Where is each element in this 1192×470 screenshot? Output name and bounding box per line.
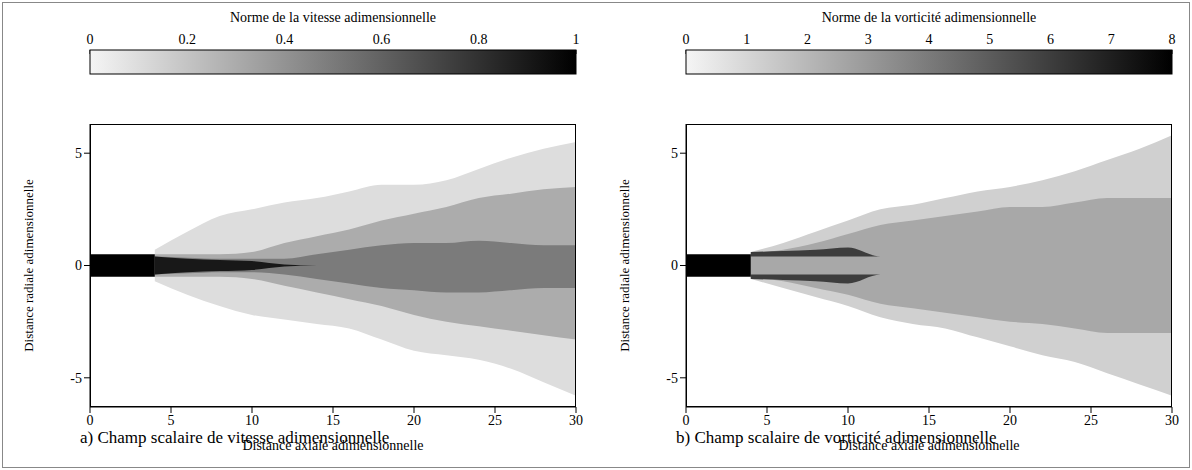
svg-text:5: 5 [168, 413, 175, 428]
svg-text:0: 0 [683, 32, 690, 47]
svg-text:15: 15 [326, 413, 340, 428]
svg-text:-5: -5 [70, 371, 82, 386]
svg-text:0.6: 0.6 [373, 32, 391, 47]
svg-text:5: 5 [75, 146, 82, 161]
svg-text:5: 5 [671, 146, 678, 161]
svg-text:30: 30 [569, 413, 583, 428]
svg-text:0.8: 0.8 [470, 32, 488, 47]
svg-text:25: 25 [488, 413, 502, 428]
svg-text:8: 8 [1169, 32, 1176, 47]
svg-text:0.2: 0.2 [178, 32, 196, 47]
svg-text:2: 2 [804, 32, 811, 47]
svg-text:Distance radiale adimensionnel: Distance radiale adimensionnelle [617, 179, 632, 352]
svg-text:0: 0 [683, 413, 690, 428]
html-text:b) Champ scalaire de vorticité: b) Champ scalaire de vorticité adimensio… [676, 428, 997, 447]
svg-text:-5: -5 [666, 371, 678, 386]
html-text:a) Champ scalaire de vitesse a: a) Champ scalaire de vitesse adimensionn… [80, 428, 390, 447]
svg-text:20: 20 [407, 413, 421, 428]
svg-text:1: 1 [573, 32, 580, 47]
svg-text:0: 0 [87, 413, 94, 428]
svg-text:5: 5 [764, 413, 771, 428]
svg-text:25: 25 [1084, 413, 1098, 428]
svg-text:6: 6 [1047, 32, 1054, 47]
svg-text:0: 0 [671, 258, 678, 273]
svg-text:10: 10 [841, 413, 855, 428]
svg-text:Norme de la vorticité adimensi: Norme de la vorticité adimensionnelle [822, 10, 1037, 25]
svg-text:Distance radiale adimensionnel: Distance radiale adimensionnelle [21, 179, 36, 352]
svg-text:Norme de la vitesse adimension: Norme de la vitesse adimensionnelle [230, 10, 436, 25]
svg-text:1: 1 [743, 32, 750, 47]
svg-text:4: 4 [926, 32, 933, 47]
svg-text:15: 15 [922, 413, 936, 428]
svg-text:0: 0 [75, 258, 82, 273]
svg-text:0: 0 [87, 32, 94, 47]
svg-text:30: 30 [1165, 413, 1179, 428]
svg-text:3: 3 [865, 32, 872, 47]
svg-text:20: 20 [1003, 413, 1017, 428]
svg-text:0.4: 0.4 [276, 32, 294, 47]
svg-text:7: 7 [1108, 32, 1115, 47]
svg-text:5: 5 [986, 32, 993, 47]
svg-text:10: 10 [245, 413, 259, 428]
